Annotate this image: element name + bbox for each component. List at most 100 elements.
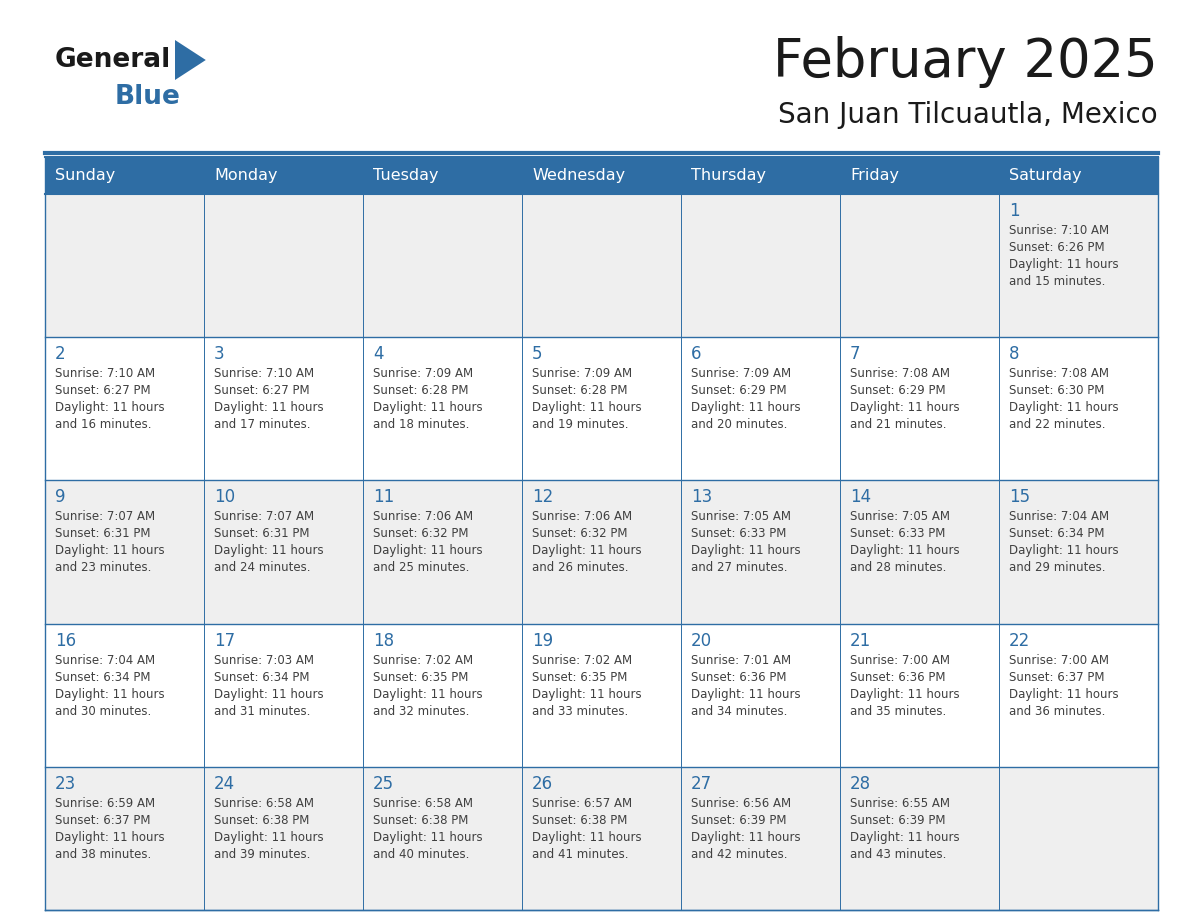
Text: Sunday: Sunday <box>55 168 115 183</box>
Text: and 20 minutes.: and 20 minutes. <box>691 419 788 431</box>
Text: Sunrise: 6:56 AM: Sunrise: 6:56 AM <box>691 797 791 810</box>
Text: and 32 minutes.: and 32 minutes. <box>373 705 469 718</box>
Text: Daylight: 11 hours: Daylight: 11 hours <box>849 544 960 557</box>
Text: 15: 15 <box>1009 488 1030 507</box>
Text: Sunrise: 7:02 AM: Sunrise: 7:02 AM <box>373 654 473 666</box>
Bar <box>522 337 681 480</box>
Text: and 24 minutes.: and 24 minutes. <box>214 562 310 575</box>
Bar <box>522 623 681 767</box>
Text: Saturday: Saturday <box>1009 168 1081 183</box>
Text: Sunset: 6:34 PM: Sunset: 6:34 PM <box>55 671 151 684</box>
Text: Sunrise: 7:06 AM: Sunrise: 7:06 AM <box>532 510 632 523</box>
Text: 17: 17 <box>214 632 235 650</box>
Text: 7: 7 <box>849 345 860 364</box>
Text: Sunrise: 7:10 AM: Sunrise: 7:10 AM <box>214 367 314 380</box>
Text: Daylight: 11 hours: Daylight: 11 hours <box>532 401 642 414</box>
Bar <box>840 767 999 910</box>
Text: 5: 5 <box>532 345 543 364</box>
Text: Sunrise: 7:05 AM: Sunrise: 7:05 AM <box>849 510 950 523</box>
Bar <box>999 337 1158 480</box>
Text: Sunset: 6:27 PM: Sunset: 6:27 PM <box>55 385 151 397</box>
Text: Daylight: 11 hours: Daylight: 11 hours <box>214 544 323 557</box>
Text: Daylight: 11 hours: Daylight: 11 hours <box>55 544 165 557</box>
Text: 23: 23 <box>55 775 76 793</box>
Text: Daylight: 11 hours: Daylight: 11 hours <box>55 831 165 844</box>
Bar <box>522 767 681 910</box>
Bar <box>999 480 1158 623</box>
Text: Sunrise: 6:57 AM: Sunrise: 6:57 AM <box>532 797 632 810</box>
Text: Daylight: 11 hours: Daylight: 11 hours <box>1009 401 1119 414</box>
Text: Sunset: 6:32 PM: Sunset: 6:32 PM <box>373 528 468 541</box>
Text: Sunset: 6:38 PM: Sunset: 6:38 PM <box>214 813 309 827</box>
Text: Daylight: 11 hours: Daylight: 11 hours <box>373 544 482 557</box>
Text: Daylight: 11 hours: Daylight: 11 hours <box>849 401 960 414</box>
Bar <box>681 623 840 767</box>
Text: Daylight: 11 hours: Daylight: 11 hours <box>55 688 165 700</box>
Text: and 41 minutes.: and 41 minutes. <box>532 848 628 861</box>
Text: Sunrise: 7:05 AM: Sunrise: 7:05 AM <box>691 510 791 523</box>
Text: Daylight: 11 hours: Daylight: 11 hours <box>373 688 482 700</box>
Text: Sunrise: 7:08 AM: Sunrise: 7:08 AM <box>849 367 950 380</box>
Text: Daylight: 11 hours: Daylight: 11 hours <box>849 688 960 700</box>
Bar <box>204 337 364 480</box>
Text: and 42 minutes.: and 42 minutes. <box>691 848 788 861</box>
Text: Sunset: 6:27 PM: Sunset: 6:27 PM <box>214 385 310 397</box>
Text: Sunset: 6:37 PM: Sunset: 6:37 PM <box>1009 671 1105 684</box>
Text: Sunset: 6:29 PM: Sunset: 6:29 PM <box>849 385 946 397</box>
Text: 4: 4 <box>373 345 384 364</box>
Bar <box>204 623 364 767</box>
Text: 21: 21 <box>849 632 871 650</box>
Text: Sunrise: 7:10 AM: Sunrise: 7:10 AM <box>1009 224 1110 237</box>
Text: 28: 28 <box>849 775 871 793</box>
Text: and 35 minutes.: and 35 minutes. <box>849 705 947 718</box>
Text: 8: 8 <box>1009 345 1019 364</box>
Text: and 15 minutes.: and 15 minutes. <box>1009 275 1105 288</box>
Text: and 38 minutes.: and 38 minutes. <box>55 848 151 861</box>
Text: and 26 minutes.: and 26 minutes. <box>532 562 628 575</box>
Bar <box>364 623 522 767</box>
Text: Sunset: 6:38 PM: Sunset: 6:38 PM <box>532 813 627 827</box>
Text: 9: 9 <box>55 488 65 507</box>
Text: Daylight: 11 hours: Daylight: 11 hours <box>691 688 801 700</box>
Text: Sunrise: 7:00 AM: Sunrise: 7:00 AM <box>1009 654 1110 666</box>
Text: Daylight: 11 hours: Daylight: 11 hours <box>691 401 801 414</box>
Text: Sunset: 6:30 PM: Sunset: 6:30 PM <box>1009 385 1105 397</box>
Text: Sunset: 6:32 PM: Sunset: 6:32 PM <box>532 528 627 541</box>
Text: 16: 16 <box>55 632 76 650</box>
Text: and 17 minutes.: and 17 minutes. <box>214 419 310 431</box>
Text: 25: 25 <box>373 775 394 793</box>
Text: and 16 minutes.: and 16 minutes. <box>55 419 152 431</box>
Text: and 43 minutes.: and 43 minutes. <box>849 848 947 861</box>
Text: Sunrise: 7:02 AM: Sunrise: 7:02 AM <box>532 654 632 666</box>
Text: Sunset: 6:35 PM: Sunset: 6:35 PM <box>373 671 468 684</box>
Text: Tuesday: Tuesday <box>373 168 438 183</box>
Text: Daylight: 11 hours: Daylight: 11 hours <box>691 831 801 844</box>
Text: and 18 minutes.: and 18 minutes. <box>373 419 469 431</box>
Bar <box>999 767 1158 910</box>
Text: 13: 13 <box>691 488 713 507</box>
Text: Sunrise: 7:04 AM: Sunrise: 7:04 AM <box>1009 510 1110 523</box>
Text: 18: 18 <box>373 632 394 650</box>
Text: 3: 3 <box>214 345 225 364</box>
Text: and 25 minutes.: and 25 minutes. <box>373 562 469 575</box>
Text: Sunset: 6:35 PM: Sunset: 6:35 PM <box>532 671 627 684</box>
Text: Sunrise: 7:03 AM: Sunrise: 7:03 AM <box>214 654 314 666</box>
Text: 24: 24 <box>214 775 235 793</box>
Text: San Juan Tilcuautla, Mexico: San Juan Tilcuautla, Mexico <box>778 101 1158 129</box>
Text: Monday: Monday <box>214 168 278 183</box>
Text: Daylight: 11 hours: Daylight: 11 hours <box>532 544 642 557</box>
Text: Sunrise: 7:01 AM: Sunrise: 7:01 AM <box>691 654 791 666</box>
Text: and 34 minutes.: and 34 minutes. <box>691 705 788 718</box>
Text: 2: 2 <box>55 345 65 364</box>
Bar <box>45 767 204 910</box>
Text: Sunrise: 7:04 AM: Sunrise: 7:04 AM <box>55 654 156 666</box>
Bar <box>204 194 364 337</box>
Text: and 21 minutes.: and 21 minutes. <box>849 419 947 431</box>
Text: Sunrise: 6:55 AM: Sunrise: 6:55 AM <box>849 797 950 810</box>
Text: Daylight: 11 hours: Daylight: 11 hours <box>55 401 165 414</box>
Text: Sunset: 6:34 PM: Sunset: 6:34 PM <box>214 671 310 684</box>
Text: Daylight: 11 hours: Daylight: 11 hours <box>1009 688 1119 700</box>
Text: and 31 minutes.: and 31 minutes. <box>214 705 310 718</box>
Text: Sunrise: 7:10 AM: Sunrise: 7:10 AM <box>55 367 156 380</box>
Text: Sunrise: 6:58 AM: Sunrise: 6:58 AM <box>373 797 473 810</box>
